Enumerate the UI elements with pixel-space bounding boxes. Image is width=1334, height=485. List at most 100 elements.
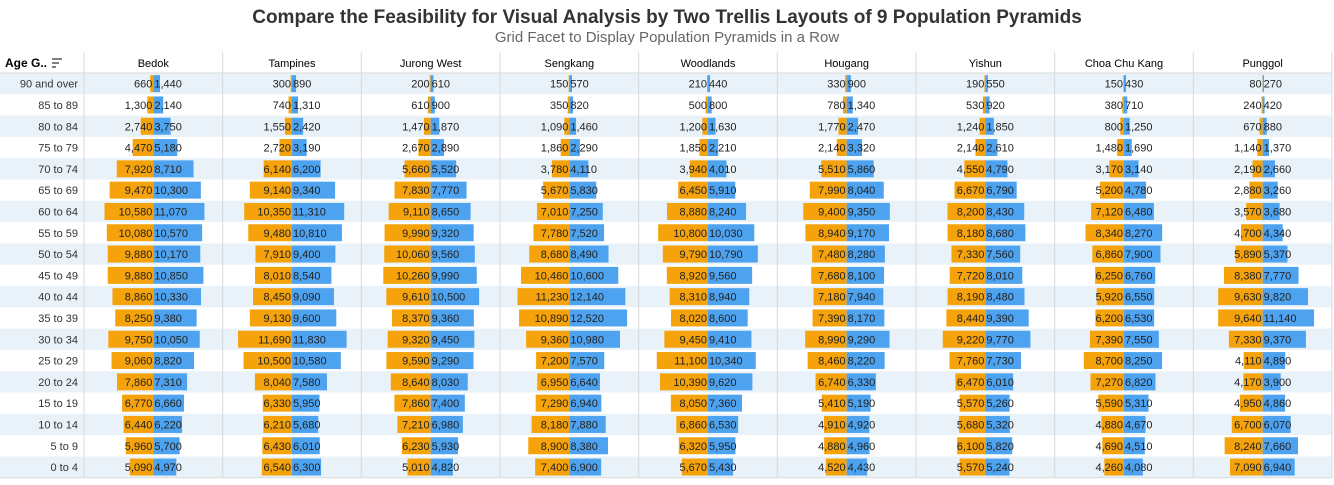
bar-right (430, 352, 474, 370)
age-group-label: 40 to 44 (38, 292, 78, 304)
bar-left (681, 458, 708, 476)
sort-icon[interactable] (52, 58, 62, 68)
bar-left-label: 7,180 (818, 292, 846, 304)
bar-left-label: 8,010 (263, 270, 291, 282)
bar-left (1120, 117, 1124, 135)
bar-left-label: 5,200 (1095, 185, 1123, 197)
bar-left-label: 7,720 (957, 270, 985, 282)
bar-right (1124, 373, 1156, 391)
bar-left (843, 96, 847, 114)
bar-left (397, 415, 431, 433)
bar-left-label: 6,320 (679, 441, 707, 453)
row-stripe (0, 115, 1332, 137)
bar-right (430, 245, 475, 263)
bar-left-label: 11,100 (674, 356, 707, 368)
bar-right (708, 352, 756, 370)
bar-right-label: 7,900 (1125, 249, 1153, 261)
bar-left (1243, 352, 1263, 370)
bar-left (244, 202, 292, 220)
bar-right-label: 8,820 (154, 356, 182, 368)
bar-right (430, 330, 475, 348)
bar-left (670, 394, 708, 412)
bar-right (985, 437, 1013, 455)
bar-right-label: 1,460 (570, 121, 598, 133)
bar-left (1257, 139, 1263, 157)
bar-right (846, 202, 890, 220)
bar-right-label: 3,190 (293, 143, 321, 155)
bar-right (153, 96, 164, 114)
bar-right-label: 5,830 (570, 185, 598, 197)
bar-left (821, 160, 847, 178)
bar-left (107, 245, 154, 263)
age-group-label: 20 to 24 (38, 377, 78, 389)
bar-left-label: 6,430 (263, 441, 291, 453)
bar-right (569, 266, 619, 284)
bar-left (838, 117, 847, 135)
bar-right-label: 8,220 (848, 356, 876, 368)
bar-right (1124, 458, 1143, 476)
bar-left (664, 330, 708, 348)
bar-left-label: 7,200 (541, 356, 569, 368)
bar-right-label: 7,550 (1125, 334, 1153, 346)
bar-left (407, 458, 431, 476)
bar-left (1259, 117, 1263, 135)
bar-right-label: 9,090 (293, 292, 321, 304)
bar-left-label: 5,590 (1095, 398, 1123, 410)
age-group-label: 30 to 34 (38, 334, 78, 346)
bar-left (528, 437, 570, 455)
bar-right-label: 11,310 (293, 206, 326, 218)
bar-right (153, 75, 160, 93)
bar-left-label: 8,880 (679, 206, 707, 218)
bar-left (669, 288, 708, 306)
bar-right (292, 202, 345, 220)
bar-left (1252, 160, 1263, 178)
bar-left-label: 330 (827, 79, 845, 91)
bar-right-label: 8,430 (986, 206, 1014, 218)
bar-right-label: 2,290 (570, 143, 598, 155)
bar-right-label: 550 (986, 79, 1004, 91)
bar-left-label: 1,860 (541, 143, 569, 155)
bar-right-label: 6,300 (293, 462, 321, 474)
bar-left-label: 500 (689, 100, 707, 112)
bar-right (846, 437, 870, 455)
bar-left (836, 139, 847, 157)
bar-left (821, 394, 847, 412)
bar-right (1262, 288, 1308, 306)
bar-left-label: 4,690 (1095, 441, 1123, 453)
facet-header: Bedok (138, 58, 170, 70)
bar-right-label: 7,310 (154, 377, 182, 389)
chart-subtitle: Grid Facet to Display Population Pyramid… (494, 29, 840, 46)
facet-header: Sengkang (545, 58, 595, 70)
bar-left (387, 330, 431, 348)
bar-left-label: 150 (550, 79, 568, 91)
bar-left-label: 670 (1243, 121, 1261, 133)
bar-left-label: 9,360 (541, 334, 569, 346)
bar-right (292, 415, 319, 433)
bar-left-label: 7,480 (818, 249, 846, 261)
bar-right (430, 437, 459, 455)
bar-left (104, 202, 154, 220)
bar-left (807, 352, 847, 370)
bar-right-label: 430 (1125, 79, 1143, 91)
bar-right-label: 2,610 (986, 143, 1014, 155)
bar-left (1224, 437, 1263, 455)
bar-right-label: 1,370 (1264, 143, 1292, 155)
bar-right (430, 458, 453, 476)
bar-right (1262, 245, 1288, 263)
bar-right (1124, 181, 1147, 199)
bar-left-label: 6,210 (263, 419, 291, 431)
bar-left (388, 202, 431, 220)
bar-left (1218, 288, 1263, 306)
bar-right (985, 330, 1031, 348)
bar-right-label: 4,970 (154, 462, 182, 474)
bar-right (1124, 75, 1126, 93)
bar-right-label: 6,820 (1125, 377, 1153, 389)
bar-right-label: 5,190 (848, 398, 876, 410)
age-group-label: 25 to 29 (38, 356, 78, 368)
bar-right-label: 5,950 (293, 398, 321, 410)
bar-right (1124, 160, 1139, 178)
bar-left-label: 6,470 (957, 377, 985, 389)
bar-left-label: 660 (134, 79, 152, 91)
